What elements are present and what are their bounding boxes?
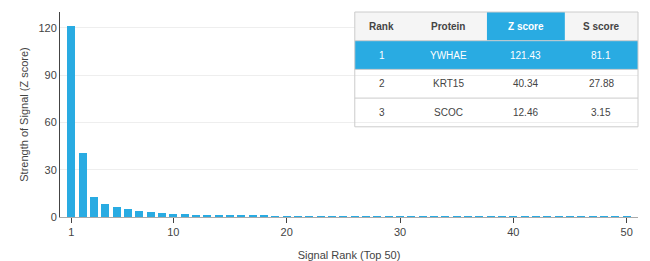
svg-text:S score: S score xyxy=(583,21,620,32)
svg-text:Signal Rank (Top 50): Signal Rank (Top 50) xyxy=(298,249,401,261)
svg-text:Strength of Signal (Z score): Strength of Signal (Z score) xyxy=(18,47,30,182)
svg-text:0: 0 xyxy=(51,211,57,223)
svg-text:90: 90 xyxy=(45,69,57,81)
svg-text:1: 1 xyxy=(379,50,385,61)
svg-text:Z score: Z score xyxy=(508,21,544,32)
svg-text:27.88: 27.88 xyxy=(589,78,614,89)
svg-text:SCOC: SCOC xyxy=(434,107,463,118)
svg-text:KRT15: KRT15 xyxy=(433,78,464,89)
svg-text:60: 60 xyxy=(45,116,57,128)
svg-text:50: 50 xyxy=(621,226,633,238)
svg-text:3.15: 3.15 xyxy=(591,107,611,118)
svg-text:30: 30 xyxy=(394,226,406,238)
svg-text:12.46: 12.46 xyxy=(513,107,538,118)
svg-text:YWHAE: YWHAE xyxy=(430,50,467,61)
svg-text:1: 1 xyxy=(68,226,74,238)
svg-text:2: 2 xyxy=(379,78,385,89)
svg-text:40: 40 xyxy=(507,226,519,238)
svg-text:Protein: Protein xyxy=(431,21,465,32)
svg-text:120: 120 xyxy=(38,22,56,34)
svg-text:40.34: 40.34 xyxy=(513,78,538,89)
svg-text:10: 10 xyxy=(167,226,179,238)
svg-text:121.43: 121.43 xyxy=(510,50,541,61)
svg-text:81.1: 81.1 xyxy=(591,50,611,61)
svg-text:3: 3 xyxy=(379,107,385,118)
svg-text:Rank: Rank xyxy=(369,21,394,32)
svg-text:20: 20 xyxy=(281,226,293,238)
svg-text:30: 30 xyxy=(45,164,57,176)
